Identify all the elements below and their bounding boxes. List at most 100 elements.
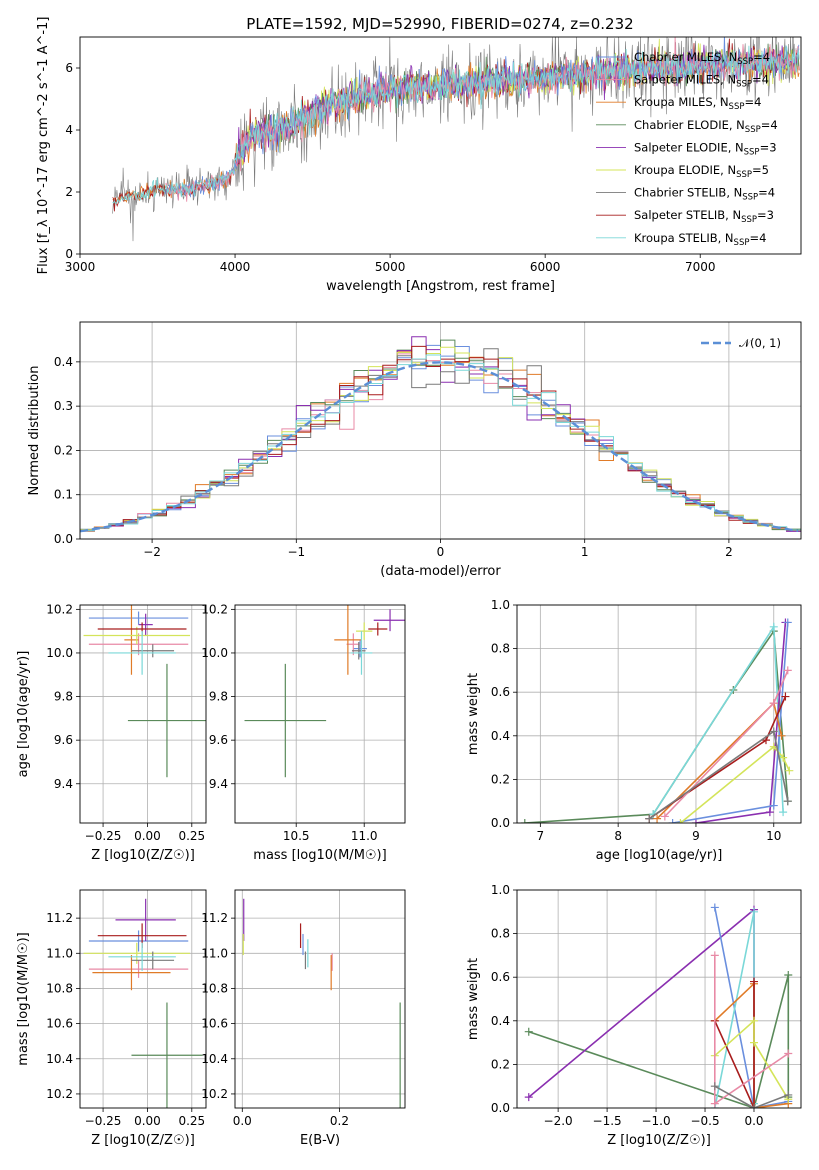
y-tick-label: 0.2 [491,772,510,786]
weight-marker [785,766,794,775]
weight-marker [765,808,774,817]
y-tick-label: 0.4 [491,729,510,743]
panel-4: 10.5 11.0 9.4 9.6 9.8 10.0 10.2 mass [log10(M/M… [201,602,406,863]
y-tick-label: 0.8 [491,927,510,941]
x-tick-label: 10 [766,829,781,843]
y-tick-label: 11.2 [201,911,228,925]
x-tick-label: −2.0 [544,1114,573,1128]
weight-marker [710,903,719,912]
x-tick-label: 0 [437,545,445,559]
axes-frame [79,36,802,255]
plot-area [524,903,793,1108]
panel-5: 7 8 9 10 0.0 0.2 0.4 0.6 0.8 1.0 age [log10(age/yr… [466,598,802,863]
x-tick-label: 3000 [65,260,96,274]
errorbar-kroupa-elodie [83,626,191,645]
y-tick-label: 11.0 [201,946,228,960]
x-tick-label: 0.00 [134,1114,161,1128]
weight-line-chabrier-stelib [714,1085,789,1108]
panel-8: −2.0 −1.5 −1.0 −0.5 0.0 0.0 0.2 0.4 0.6 0.8 1.0 Z [… [466,883,802,1148]
x-tick-label: −0.25 [85,829,122,843]
weight-marker [769,622,778,631]
x-tick-label: 0.25 [178,1114,205,1128]
x-tick-label: 4000 [220,260,251,274]
y-tick-label: 0.4 [54,355,73,369]
x-tick-label: −1 [287,545,305,559]
errorbar-kroupa-stelib [350,631,373,675]
weight-line-salpeter-elodie [695,622,787,823]
y-tick-label: 10.0 [46,646,73,660]
spectrum-kroupa-stelib [112,45,800,205]
x-tick-label: −0.5 [690,1114,719,1128]
x-tick-label: 0.00 [134,829,161,843]
errorbar-chabrier-stelib [131,644,175,658]
weight-marker [783,618,792,627]
weight-line-chabrier-elodie [528,974,790,1108]
panel-7: 0.0 0.2 10.2 10.4 10.6 10.8 11.0 11.2 E(B-V) [201,889,406,1148]
plot-area [83,898,203,1108]
weight-line-kroupa-elodie [714,1019,789,1100]
weight-line-chabrier-elodie [524,628,789,823]
weight-marker [749,1038,758,1047]
errorbar-kroupa-stelib [108,942,176,971]
x-tick-label: 0.2 [330,1114,349,1128]
axes-frame [234,889,406,1109]
plot-area [520,618,794,823]
plot-area [112,37,800,242]
x-tick-label: 1 [581,545,589,559]
weight-marker [749,907,758,916]
axes-frame [79,604,207,824]
x-tick-label: 8 [614,829,622,843]
errorbar-salpeter-elodie [115,898,176,941]
weight-marker [710,951,719,960]
y-tick-label: 11.0 [46,946,73,960]
errorbar-chabrier-miles [88,930,189,952]
weight-line-chabrier-miles [714,907,789,1108]
legend-label: Kroupa STELIB, NSSP=4 [634,231,766,248]
x-tick-label: 10.5 [283,829,310,843]
y-tick-label: 0.0 [491,1101,510,1115]
y-tick-label: 10.8 [46,981,73,995]
weight-marker [781,692,790,701]
x-tick-label: −1.0 [641,1114,670,1128]
x-tick-label: 0.0 [744,1114,763,1128]
legend-label: Kroupa ELODIE, NSSP=5 [634,163,769,180]
x-tick-label: 7 [537,829,545,843]
errorbar-chabrier-miles [353,639,367,658]
legend-label: Salpeter STELIB, NSSP=3 [634,208,774,225]
weight-marker [749,1016,758,1025]
normal-curve [80,361,799,533]
errorbar-salpeter-stelib [368,622,388,636]
legend-label: Chabrier MILES, NSSP=4 [634,50,770,67]
y-tick-label: 10.2 [201,1087,228,1101]
x-tick-label: −2 [143,545,161,559]
y-tick-label: 11.2 [46,911,73,925]
weight-marker [769,699,778,708]
x-tick-label: 0.25 [178,829,205,843]
y-axis-label: mass [log10(M/M☉)] [16,932,31,1065]
weight-marker [653,814,662,823]
panel-1: 3000 4000 5000 6000 7000 0 2 4 6 wavelength [Angs… [36,17,802,294]
errorbar-salpeter-miles [88,960,189,978]
weight-line-chabrier-miles [672,622,789,823]
y-tick-label: 9.8 [54,690,73,704]
axes-frame [516,604,802,824]
weight-marker [660,812,669,821]
errorbar-chabrier-stelib [131,951,175,970]
y-axis-label: mass weight [466,673,481,755]
x-tick-label: 11.0 [351,829,378,843]
weight-marker [524,1027,533,1036]
y-tick-label: 9.8 [209,690,228,704]
errorbar-kroupa-miles [334,605,362,675]
weight-marker [710,1099,719,1108]
errorbar-salpeter-elodie [373,609,405,632]
spectrum-salpeter-miles [165,37,800,202]
y-tick-label: 10.8 [201,981,228,995]
x-axis-label: (data-model)/error [380,564,501,579]
y-tick-label: 10.4 [201,1052,228,1066]
y-tick-label: 6 [65,61,73,75]
y-tick-label: 0 [65,247,73,261]
weight-marker [668,819,677,823]
weight-marker [524,1093,533,1102]
y-tick-label: 9.6 [209,733,228,747]
